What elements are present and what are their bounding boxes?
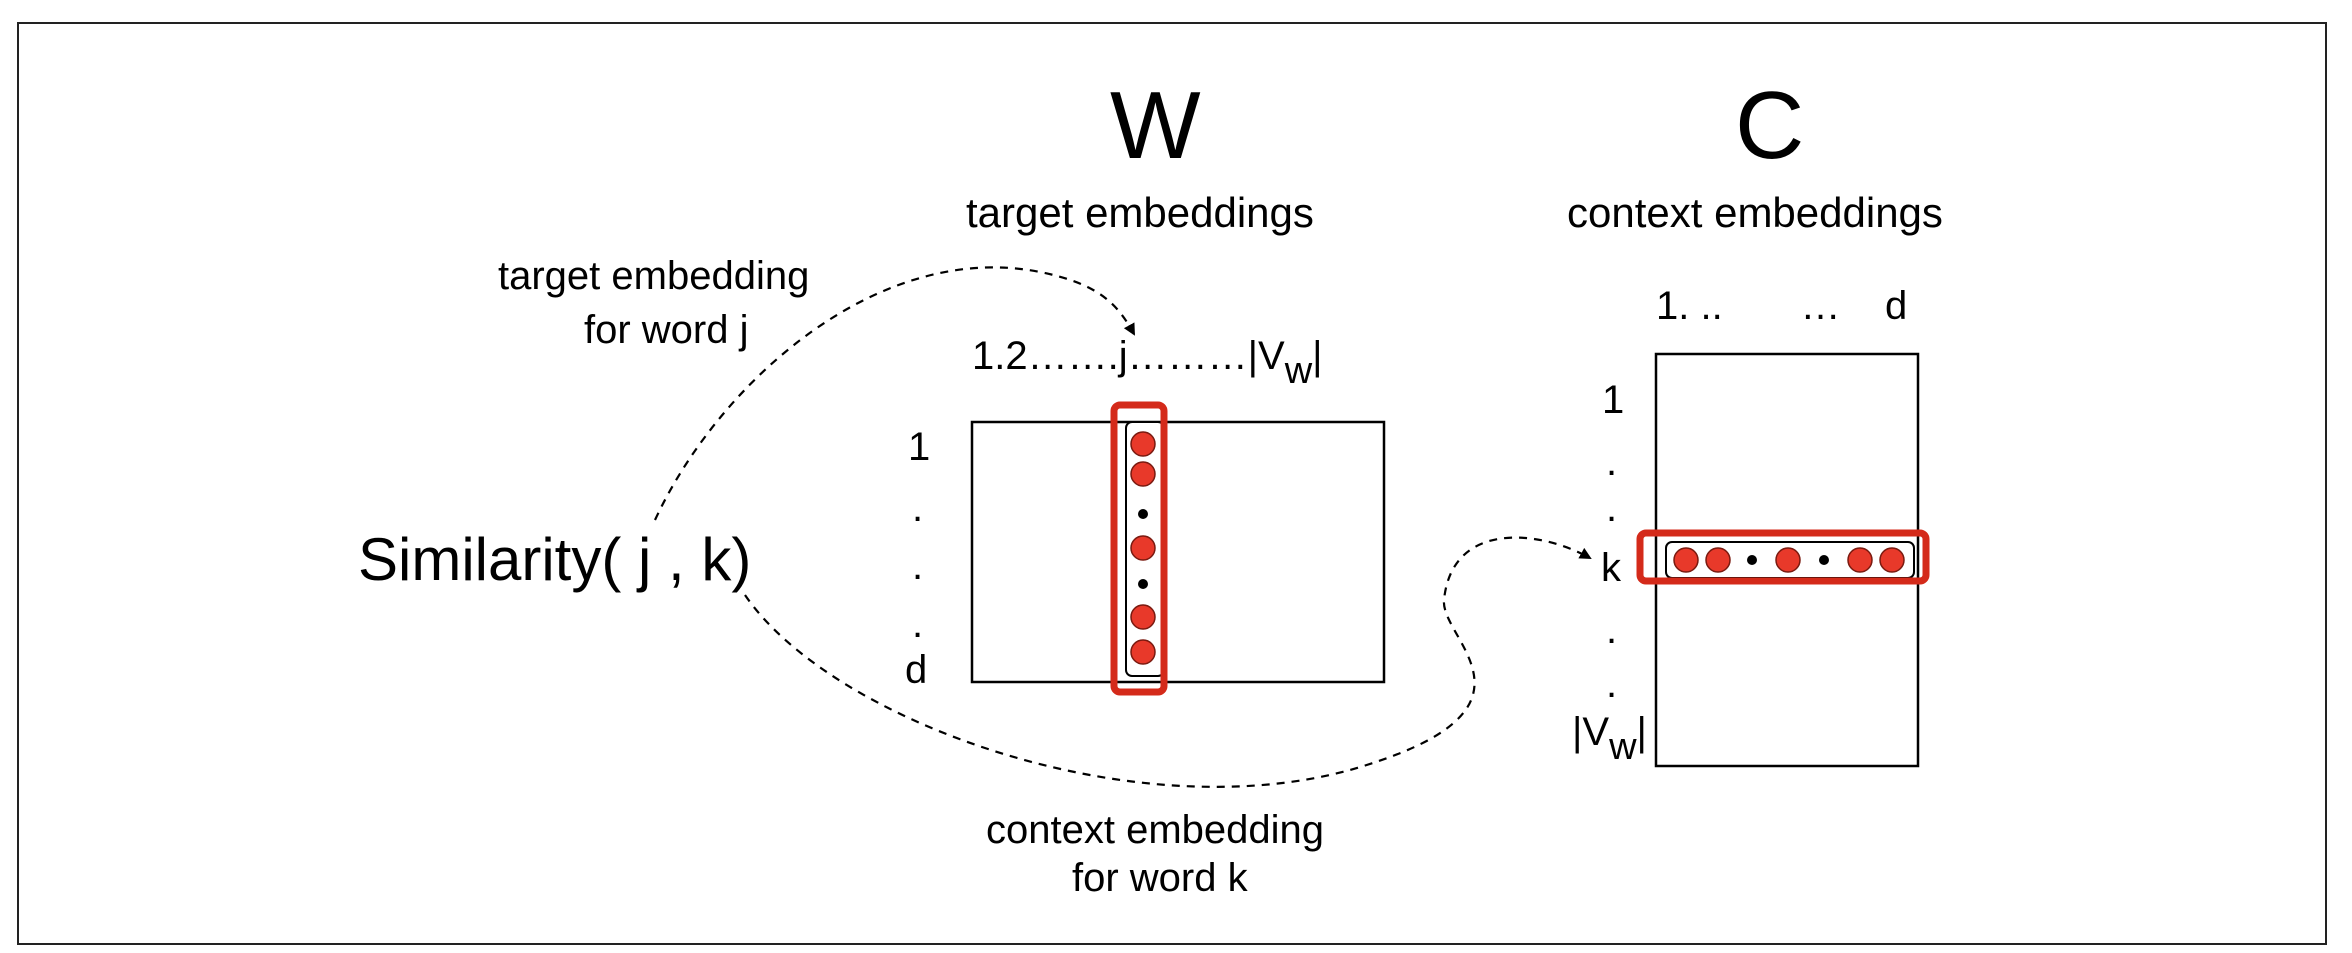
context-embedding-word-label: for word k <box>1072 856 1248 900</box>
c-matrix <box>1654 352 1920 768</box>
vector-dot <box>1775 547 1801 573</box>
target-embedding-word-label: for word j <box>584 308 749 352</box>
vector-dot <box>1130 639 1156 665</box>
w-row-label-dot: . <box>912 486 924 530</box>
vector-dot <box>1130 604 1156 630</box>
w-column-highlight <box>1110 401 1168 696</box>
vector-dot <box>1879 547 1905 573</box>
vector-dot <box>1130 461 1156 487</box>
c-row-label-dot: . <box>1606 440 1618 484</box>
w-row-label-d: d <box>905 648 928 692</box>
ellipsis-dot <box>1138 509 1148 519</box>
c-row-label-subscript: w <box>1609 726 1637 768</box>
figure-frame <box>17 22 2327 945</box>
vector-dot <box>1130 431 1156 457</box>
w-matrix-title: W <box>1110 72 1201 179</box>
ellipsis-dot <box>1747 555 1757 565</box>
c-column-header: 1. .. … d <box>1656 284 1908 328</box>
target-embedding-arrow <box>654 266 1135 521</box>
ellipsis-dot <box>1138 579 1148 589</box>
ellipsis-dot <box>1819 555 1829 565</box>
w-row-label-1: 1 <box>908 425 931 469</box>
target-embedding-label: target embedding <box>498 254 810 298</box>
vector-dot <box>1847 547 1873 573</box>
context-embedding-arrow <box>744 536 1592 788</box>
c-row-label-dot: . <box>1606 608 1618 652</box>
w-column-vector <box>1130 431 1156 665</box>
w-matrix-caption: target embeddings <box>966 189 1314 236</box>
c-row-label-dot: . <box>1606 662 1618 706</box>
w-row-label-dot: . <box>912 602 924 646</box>
vector-dot <box>1130 535 1156 561</box>
vector-dot <box>1705 547 1731 573</box>
c-row-highlight <box>1636 529 1930 585</box>
c-matrix-caption: context embeddings <box>1567 189 1943 236</box>
c-row-label-vw: |Vw| <box>1572 710 1647 768</box>
context-embedding-label: context embedding <box>986 808 1325 852</box>
w-column-header-subscript: w <box>1284 350 1313 392</box>
c-matrix-title: C <box>1735 72 1805 179</box>
c-row-label-1: 1 <box>1602 378 1625 422</box>
c-row-label-dot: . <box>1606 486 1618 530</box>
w-matrix <box>970 420 1386 684</box>
similarity-expression: Similarity( j , k) <box>358 526 752 593</box>
w-column-header: 1.2…….j………|Vw| <box>972 334 1323 392</box>
vector-dot <box>1673 547 1699 573</box>
w-row-label-dot: . <box>912 544 924 588</box>
c-row-label-k: k <box>1601 546 1621 590</box>
c-row-vector <box>1673 547 1905 573</box>
